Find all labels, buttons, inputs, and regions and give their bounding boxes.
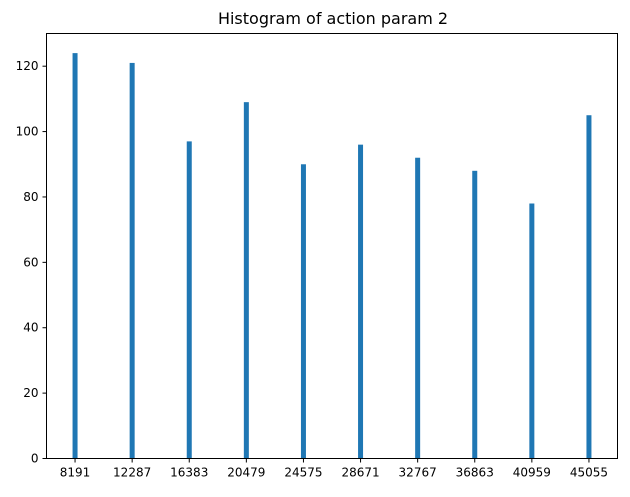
y-tick-label: 60 [23,255,38,269]
x-tick-label: 40959 [513,466,551,480]
histogram-bar [472,170,478,459]
bars-group [72,53,592,459]
x-tick-label: 8191 [60,466,91,480]
histogram-bar [586,115,592,459]
histogram-bar [129,62,135,459]
x-tick-label: 12287 [113,466,151,480]
histogram-bar [72,53,78,459]
histogram-bar [529,203,535,459]
y-tick-label: 40 [23,321,38,335]
x-tick-label: 24575 [284,466,322,480]
x-tick-label: 16383 [170,466,208,480]
plot-frame [46,33,618,459]
chart-title: Histogram of action param 2 [218,9,448,28]
histogram-bar [358,144,364,459]
x-tick-label: 45055 [570,466,608,480]
y-tick-label: 0 [31,452,39,466]
y-tick-label: 120 [16,59,39,73]
x-tick-label: 36863 [456,466,494,480]
x-tick-label: 28671 [341,466,379,480]
y-axis: 0 20 40 60 80 100 120 [16,59,47,466]
histogram-bar [243,102,249,459]
y-tick-label: 100 [16,125,39,139]
x-axis: 8191 12287 16383 20479 24575 28671 32767 36863 4… [60,458,608,480]
y-tick-label: 80 [23,190,38,204]
y-tick-label: 20 [23,386,38,400]
x-tick-label: 20479 [227,466,265,480]
x-tick-label: 32767 [399,466,437,480]
histogram-bar [300,164,306,459]
histogram-bar [415,157,421,459]
histogram-bar [186,141,192,459]
